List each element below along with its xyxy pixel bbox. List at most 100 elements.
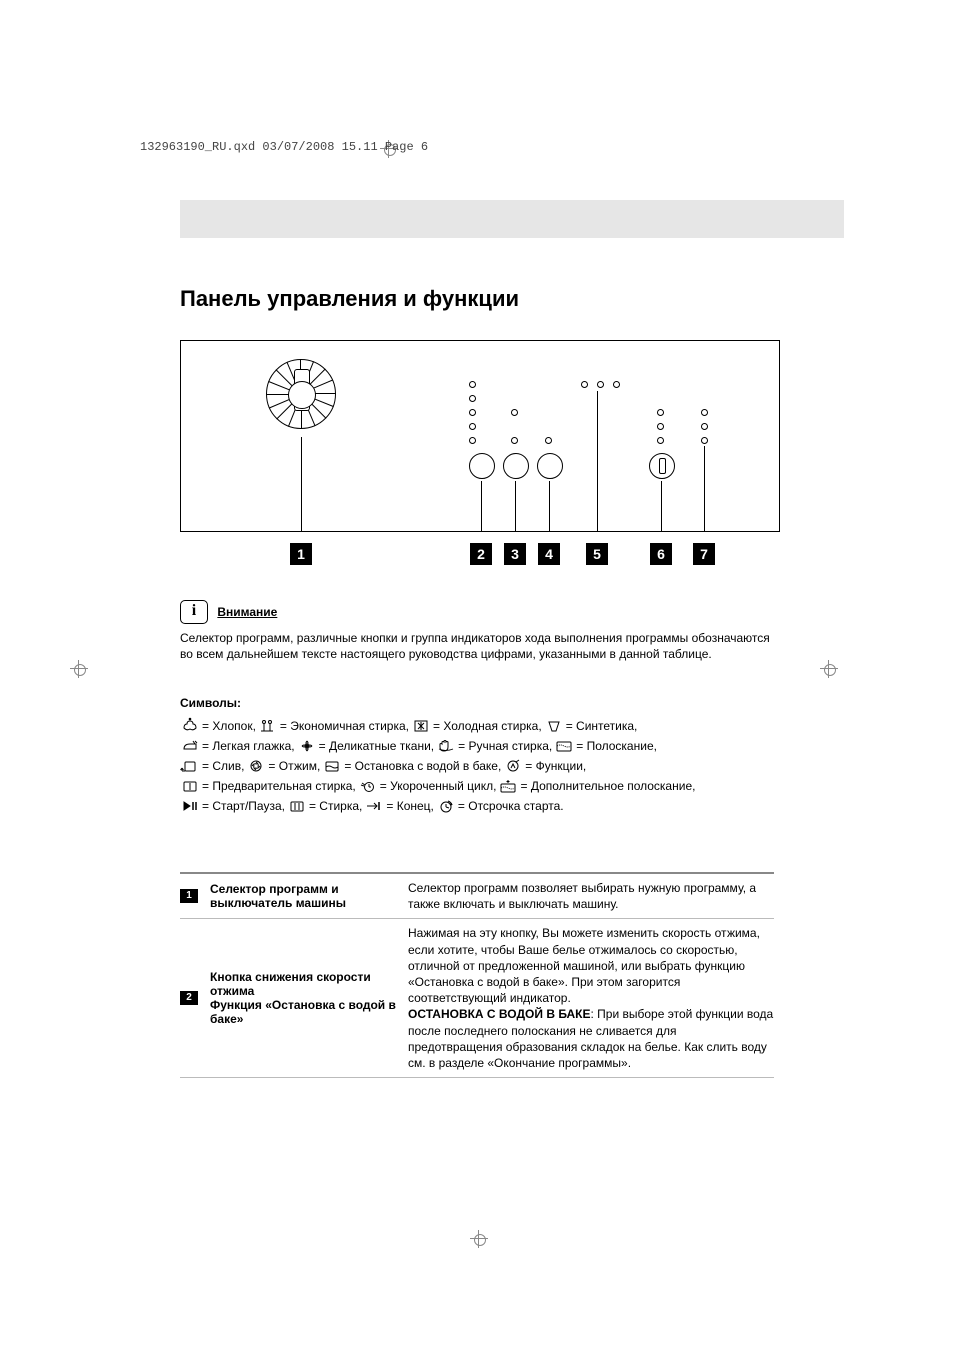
delicate-icon [297,738,317,754]
indicator-dot [701,437,708,444]
symbol-row: = Хлопок, = Экономичная стирка, = Холодн… [180,718,774,734]
callout-line [661,481,662,531]
symbol-row: = Старт/Пауза, = Стирка, = Конец, = Отср… [180,798,774,814]
control-panel-figure: 1 2 3 4 5 6 7 [180,340,780,532]
callout-3: 3 [504,543,526,565]
symbol-text: = Укороченный цикл, [380,779,497,793]
table-desc: Нажимая на эту кнопку, Вы можете изменит… [408,925,774,1071]
table-row: 2 Кнопка снижения скорости отжимаФункция … [180,919,774,1078]
spin-icon [246,758,266,774]
start-pause-icon [180,798,200,814]
table-num-badge: 2 [180,991,198,1005]
callout-line [301,437,302,531]
callout-6: 6 [650,543,672,565]
table-name: Селектор программ и выключатель машины [210,880,408,912]
symbol-text: = Дополнительное полоскание, [520,779,695,793]
indicator-dot [545,437,552,444]
symbol-text: = Конец, [386,799,434,813]
functions-icon [503,758,523,774]
table-num-cell: 1 [180,880,210,912]
symbol-text: = Отжим, [268,759,320,773]
callout-line [597,391,598,531]
symbol-text: = Предварительная стирка, [202,779,356,793]
handwash-icon [436,738,456,754]
callout-7: 7 [693,543,715,565]
header-band [180,200,844,238]
symbols-block: Символы: = Хлопок, = Экономичная стирка,… [180,696,774,818]
page: 132963190_RU.qxd 03/07/2008 15.11 Page 6… [0,0,954,1350]
table-num-badge: 1 [180,889,198,903]
crop-mark-right [820,660,838,678]
table-desc: Селектор программ позволяет выбирать нуж… [408,880,774,912]
crop-mark-bottom [470,1230,488,1248]
indicator-dot [469,437,476,444]
callout-4: 4 [538,543,560,565]
drain-icon [180,758,200,774]
attention-block: Внимание Селектор программ, различные кн… [180,600,774,662]
callout-1: 1 [290,543,312,565]
callout-2: 2 [470,543,492,565]
callout-5: 5 [586,543,608,565]
indicator-dot [469,381,476,388]
callout-line [481,481,482,531]
crop-mark-left [70,660,88,678]
running-head: 132963190_RU.qxd 03/07/2008 15.11 Page 6 [140,140,428,154]
button-4-icon [537,453,563,479]
symbol-text: = Функции, [525,759,586,773]
prewash-icon [180,778,200,794]
indicator-dot [613,381,620,388]
extra-rinse-icon [498,778,518,794]
indicator-dot [701,409,708,416]
indicator-dot [469,395,476,402]
symbol-text: = Легкая глажка, [202,739,295,753]
button-6-icon [649,453,675,479]
symbol-text: = Полоскание, [576,739,657,753]
table-name: Кнопка снижения скорости отжимаФункция «… [210,925,408,1071]
indicator-dot [511,409,518,416]
symbol-row: = Легкая глажка, = Деликатные ткани, = Р… [180,738,774,754]
indicator-dot [657,423,664,430]
symbol-text: = Синтетика, [566,719,638,733]
symbol-text: = Стирка, [309,799,362,813]
indicator-dot [469,409,476,416]
symbol-text: = Экономичная стирка, [280,719,409,733]
attention-text: Селектор программ, различные кнопки и гр… [180,630,774,662]
callout-line [704,446,705,531]
eco-icon [258,718,278,734]
table-row: 1 Селектор программ и выключатель машиныС… [180,874,774,919]
button-3-icon [503,453,529,479]
indicator-dot [657,409,664,416]
table-num-cell: 2 [180,925,210,1071]
indicator-dot [701,423,708,430]
symbol-text: = Хлопок, [202,719,256,733]
synth-icon [544,718,564,734]
symbol-row: = Слив, = Отжим, = Остановка с водой в б… [180,758,774,774]
symbol-row: = Предварительная стирка, = Укороченный … [180,778,774,794]
rinse-hold-icon [322,758,342,774]
indicator-dot [581,381,588,388]
indicator-dot [469,423,476,430]
callout-line [515,481,516,531]
symbol-text: = Отсрочка старта. [458,799,564,813]
callout-line [549,481,550,531]
rinse-icon [554,738,574,754]
wash-icon [287,798,307,814]
program-dial-icon [266,359,336,429]
symbol-text: = Остановка с водой в баке, [344,759,501,773]
symbol-text: = Ручная стирка, [458,739,552,753]
indicator-dot [511,437,518,444]
easy-iron-icon [180,738,200,754]
symbols-header: Символы: [180,696,774,710]
indicator-dot [657,437,664,444]
end-icon [364,798,384,814]
symbol-text: = Слив, [202,759,244,773]
symbol-text: = Деликатные ткани, [319,739,434,753]
cold-icon [411,718,431,734]
short-icon [358,778,378,794]
delay-icon [436,798,456,814]
page-title: Панель управления и функции [180,286,519,312]
symbol-text: = Холодная стирка, [433,719,542,733]
symbol-text: = Старт/Пауза, [202,799,285,813]
indicator-dot [597,381,604,388]
info-icon [180,600,208,624]
